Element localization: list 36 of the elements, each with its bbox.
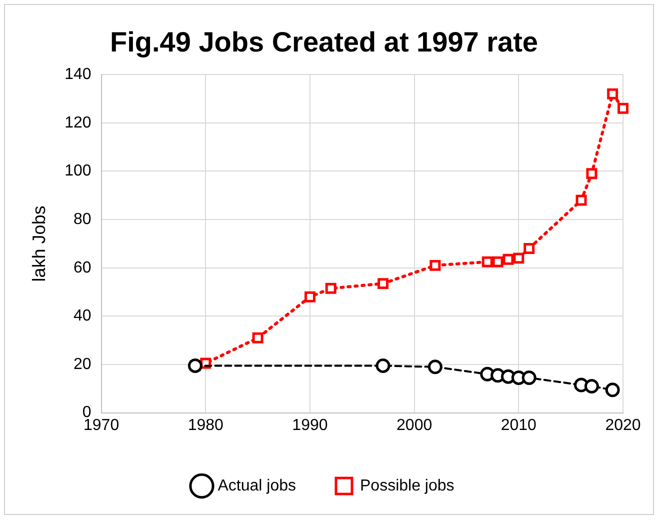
chart-title: Fig.49 Jobs Created at 1997 rate	[110, 26, 538, 58]
point	[378, 278, 389, 290]
point	[584, 378, 599, 394]
x-tick-label: 1990	[292, 416, 328, 434]
y-tick-label: 80	[74, 210, 92, 228]
point	[605, 382, 620, 398]
y-tick-label: 20	[74, 356, 92, 373]
legend-label: Actual jobs	[218, 477, 296, 494]
point	[325, 282, 336, 294]
y-tick-label: 60	[74, 259, 92, 276]
point	[430, 260, 441, 271]
legend-label: Possible jobs	[360, 477, 454, 494]
x-tick-label: 2020	[605, 416, 641, 434]
point	[618, 102, 628, 114]
x-tick-label: 2000	[396, 416, 432, 434]
point	[428, 360, 442, 374]
point	[304, 291, 316, 302]
y-tick-label: 40	[74, 308, 92, 325]
point	[376, 358, 390, 373]
point	[492, 256, 504, 268]
point	[502, 254, 514, 265]
point	[482, 256, 493, 268]
y-tick-label: 140	[64, 66, 92, 84]
y-tick-label: 120	[64, 114, 92, 132]
point	[522, 370, 536, 386]
point	[576, 194, 587, 206]
point	[607, 88, 618, 100]
y-tick-label: 100	[64, 162, 92, 180]
y-axis-title: lakh Jobs	[28, 206, 49, 282]
x-tick-label: 1980	[188, 416, 224, 434]
x-tick-label: 1970	[84, 416, 120, 434]
point	[252, 332, 264, 344]
x-tick-label: 2010	[500, 416, 537, 434]
point	[586, 168, 598, 180]
point	[513, 252, 524, 264]
point	[524, 243, 535, 254]
